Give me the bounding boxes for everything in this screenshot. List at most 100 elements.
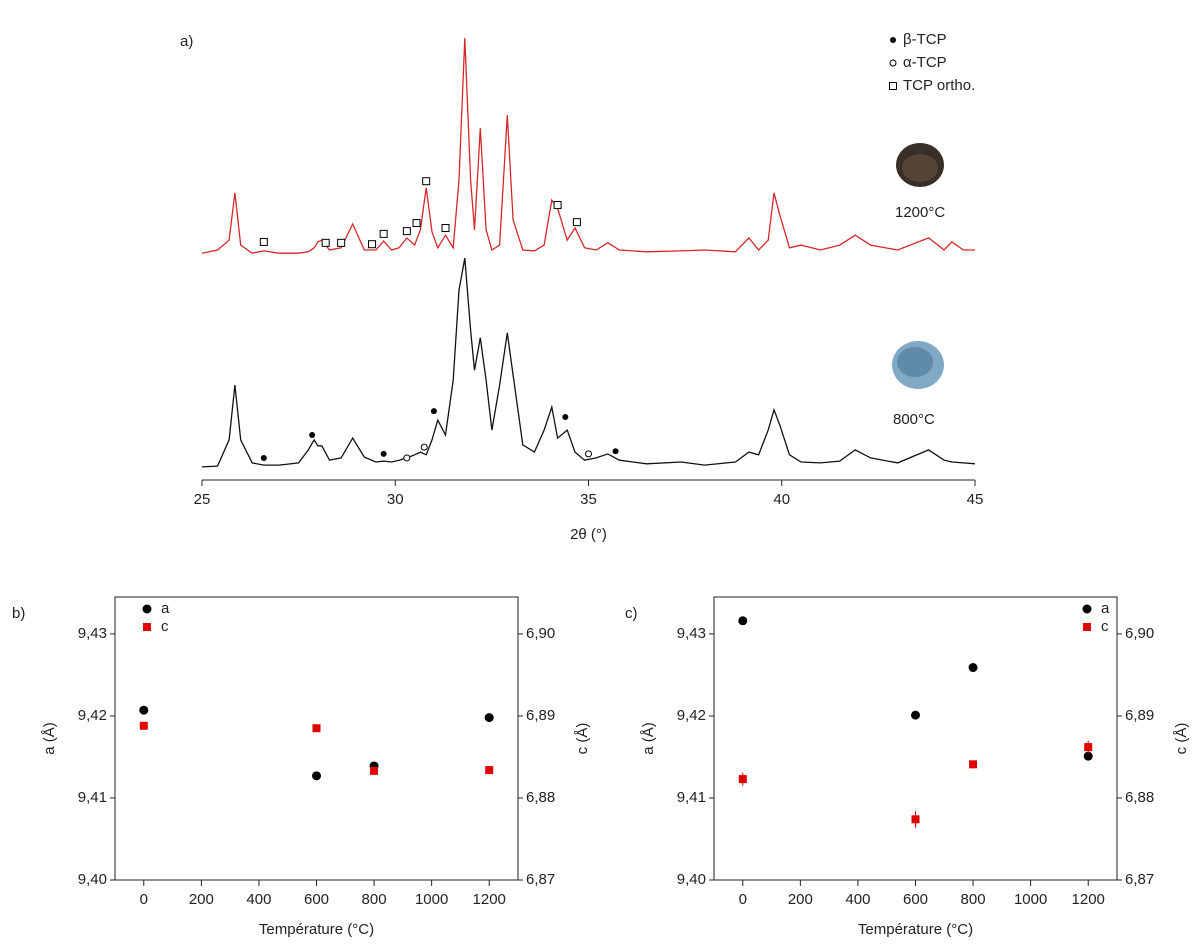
phase-marker	[422, 177, 431, 186]
y-axis-label: a (Å)	[41, 722, 58, 755]
phase-marker	[380, 450, 387, 457]
phase-marker	[321, 238, 330, 247]
x-tick-label: 800	[362, 891, 387, 908]
y2-tick-label: 6,87	[526, 871, 555, 888]
x-tick-label: 200	[189, 891, 214, 908]
phase-marker	[562, 414, 569, 420]
plot-frame	[713, 596, 1118, 881]
phase-marker	[420, 443, 428, 451]
y-tick-label: 9,41	[78, 789, 107, 806]
data-point	[484, 713, 494, 723]
legend-label: a	[1101, 600, 1110, 617]
y2-tick-label: 6,90	[526, 625, 555, 642]
data-point	[1084, 743, 1093, 752]
x-axis-label: 2θ (°)	[570, 526, 607, 543]
data-point	[969, 760, 978, 769]
sample-image-1200-shade	[902, 154, 938, 182]
legend-label: β-TCP	[903, 31, 947, 48]
phase-marker	[612, 448, 619, 455]
panel-label: a)	[180, 33, 193, 50]
phase-marker	[379, 229, 388, 238]
x-tick-label: 400	[845, 891, 870, 908]
data-point	[911, 815, 920, 824]
data-point	[485, 766, 494, 775]
data-point	[1083, 751, 1093, 761]
legend-label: α-TCP	[903, 54, 947, 71]
y2-axis-label: c (Å)	[1173, 723, 1190, 755]
x-tick-label: 0	[739, 891, 747, 908]
legend-label: TCP ortho.	[903, 77, 975, 94]
y-tick-label: 9,43	[78, 625, 107, 642]
x-tick-label: 200	[788, 891, 813, 908]
sample-image-800-shade	[897, 347, 933, 377]
data-point	[738, 616, 748, 626]
legend-label: a	[161, 600, 170, 617]
y2-tick-label: 6,88	[1125, 789, 1154, 806]
legend-label: c	[1101, 618, 1109, 635]
phase-marker	[259, 237, 268, 246]
y2-tick-label: 6,90	[1125, 625, 1154, 642]
legend-marker	[142, 604, 152, 614]
legend-marker	[1083, 623, 1091, 631]
data-point	[738, 775, 747, 784]
data-point	[139, 721, 148, 730]
legend-marker	[890, 37, 896, 43]
x-tick-label: 0	[140, 891, 148, 908]
x-tick-label: 600	[304, 891, 329, 908]
data-point	[911, 710, 920, 720]
phase-marker	[402, 227, 411, 236]
y2-axis-label: c (Å)	[574, 723, 591, 755]
data-point	[370, 766, 379, 775]
legend-marker	[889, 59, 897, 67]
y2-tick-label: 6,89	[526, 707, 555, 724]
y-tick-label: 9,42	[677, 707, 706, 724]
phase-marker	[585, 450, 592, 458]
xrd-trace	[201, 38, 975, 254]
x-tick-label: 800	[961, 891, 986, 908]
x-tick-label: 600	[903, 891, 928, 908]
phase-marker	[260, 454, 267, 461]
y-tick-label: 9,40	[78, 871, 107, 888]
y-tick-label: 9,43	[677, 625, 706, 642]
y-axis-label: a (Å)	[640, 722, 657, 755]
plot-frame	[114, 596, 519, 881]
panel-label: c)	[625, 605, 638, 622]
x-tick-label: 25	[194, 491, 211, 508]
y2-tick-label: 6,88	[526, 789, 555, 806]
y2-tick-label: 6,89	[1125, 707, 1154, 724]
data-point	[312, 771, 321, 781]
y2-tick-label: 6,87	[1125, 871, 1154, 888]
phase-marker	[553, 201, 562, 210]
x-axis-label: Température (°C)	[858, 921, 973, 938]
x-tick-label: 1200	[1072, 891, 1105, 908]
x-tick-label: 45	[967, 491, 984, 508]
x-tick-label: 400	[246, 891, 271, 908]
xrd-trace	[201, 257, 976, 468]
data-point	[139, 705, 149, 715]
x-tick-label: 1200	[473, 891, 506, 908]
x-tick-label: 40	[773, 491, 790, 508]
legend-marker	[1082, 604, 1092, 614]
phase-marker	[403, 454, 411, 462]
legend-label: c	[161, 618, 169, 635]
x-tick-label: 30	[387, 491, 404, 508]
phase-marker	[337, 238, 346, 247]
phase-marker	[441, 224, 450, 232]
x-axis-label: Température (°C)	[259, 921, 374, 938]
phase-marker	[412, 219, 421, 228]
data-point	[312, 724, 321, 733]
phase-marker	[430, 408, 437, 415]
phase-marker	[572, 218, 581, 227]
x-tick-label: 1000	[415, 891, 448, 908]
data-point	[968, 663, 978, 673]
y-tick-label: 9,41	[677, 789, 706, 806]
legend-marker	[889, 82, 897, 90]
annotation: 800°C	[893, 411, 935, 428]
y-tick-label: 9,42	[78, 707, 107, 724]
annotation: 1200°C	[895, 204, 945, 221]
legend-marker	[143, 623, 151, 631]
x-tick-label: 35	[580, 491, 597, 508]
x-tick-label: 1000	[1014, 891, 1047, 908]
